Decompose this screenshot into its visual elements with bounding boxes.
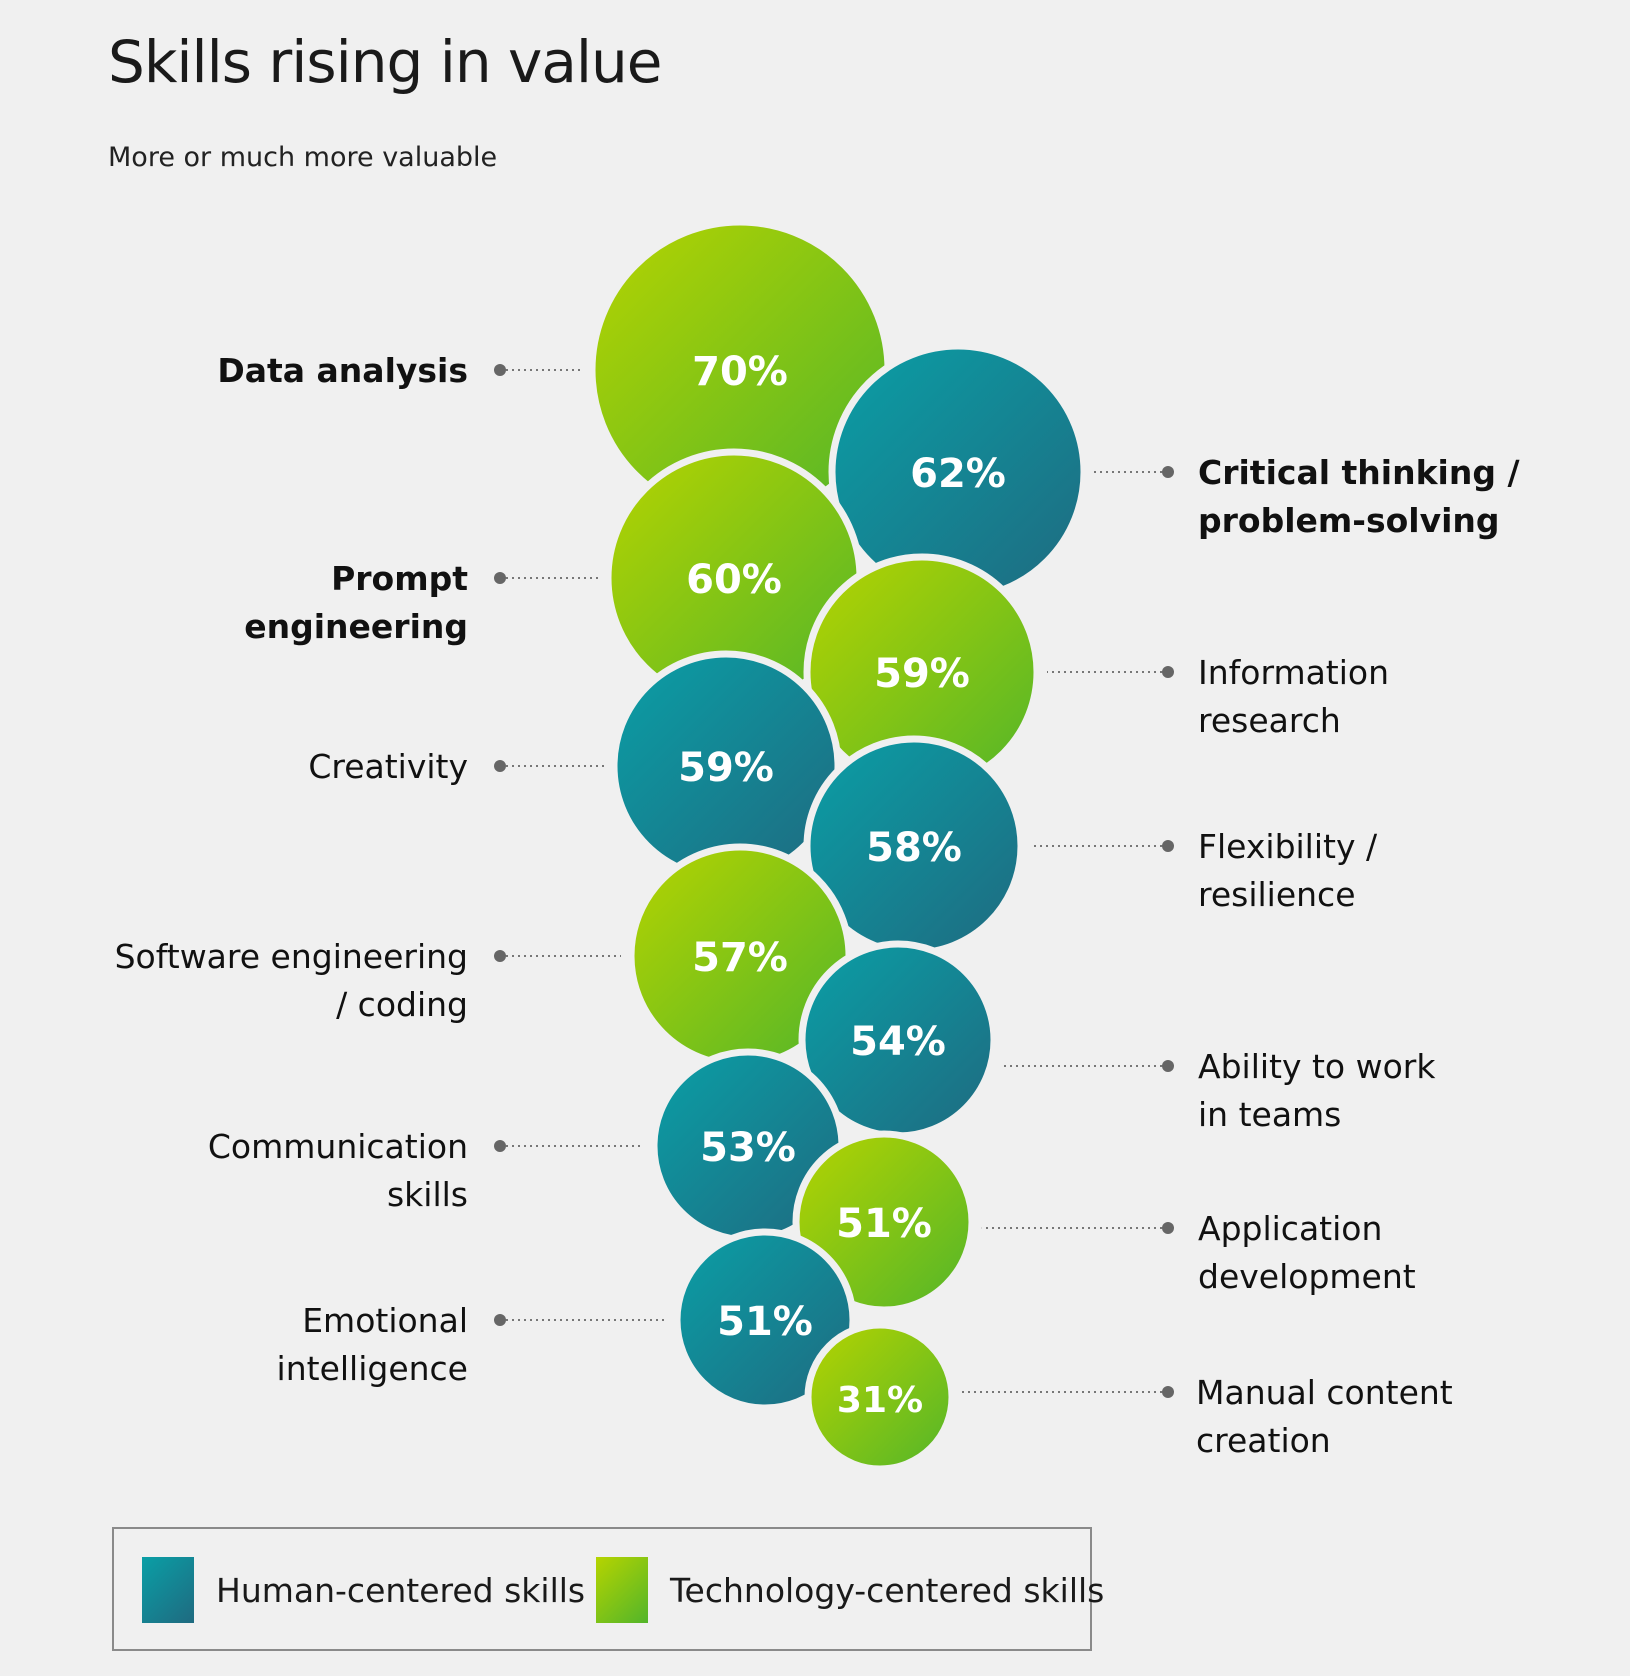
- leader-dot-application-development: [1162, 1222, 1174, 1234]
- legend: Human-centered skills Technology-centere…: [112, 1527, 1104, 1651]
- leader-dot-software-engineering-coding: [494, 950, 506, 962]
- category-label-data-analysis: Data analysis: [217, 351, 468, 390]
- leader-dot-data-analysis: [494, 364, 506, 376]
- bubble-manual-content-creation: [804, 1321, 956, 1473]
- bubble-value-communication-skills: 53%: [700, 1125, 796, 1171]
- bubble-value-application-development: 51%: [836, 1201, 932, 1247]
- bubble-value-critical-thinking-problem-solving: 62%: [910, 451, 1006, 497]
- category-label-critical-thinking-problem-solving: Critical thinking / problem-solving: [1198, 453, 1520, 540]
- leader-dot-communication-skills: [494, 1140, 506, 1152]
- category-label-emotional-intelligence: Emotional intelligence: [277, 1301, 468, 1388]
- chart-subtitle: More or much more valuable: [108, 142, 498, 173]
- category-label-creativity: Creativity: [308, 747, 468, 786]
- legend-item-tech: Technology-centered skills: [596, 1557, 1104, 1623]
- leader-dot-emotional-intelligence: [494, 1314, 506, 1326]
- category-label-application-development: Application development: [1198, 1209, 1416, 1296]
- leader-dot-flexibility-resilience: [1162, 840, 1174, 852]
- legend-swatch-human: [142, 1557, 194, 1623]
- category-label-ability-to-work-in-teams: Ability to work in teams: [1198, 1047, 1436, 1134]
- leader-dot-information-research: [1162, 666, 1174, 678]
- bubble-value-ability-to-work-in-teams: 54%: [850, 1019, 946, 1065]
- bubble-emotional-intelligence: [673, 1228, 857, 1412]
- leader-dot-prompt-engineering: [494, 572, 506, 584]
- leader-dot-critical-thinking-problem-solving: [1162, 466, 1174, 478]
- bubble-application-development: [792, 1130, 976, 1314]
- category-label-communication-skills: Communication skills: [208, 1127, 468, 1214]
- category-label-software-engineering-coding: Software engineering / coding: [115, 937, 468, 1024]
- legend-swatch-tech: [596, 1557, 648, 1623]
- legend-label-human: Human-centered skills: [216, 1570, 586, 1610]
- category-label-manual-content-creation: Manual content creation: [1196, 1373, 1453, 1460]
- bubble-chart: 70% 62% 60% 59% 59% 58% 57% 54% 53% 51% 51% 31% Dat…: [114, 222, 1521, 1473]
- bubble-value-flexibility-resilience: 58%: [866, 825, 962, 871]
- leader-dot-ability-to-work-in-teams: [1162, 1060, 1174, 1072]
- leader-dot-creativity: [494, 760, 506, 772]
- bubble-value-software-engineering-coding: 57%: [692, 935, 788, 981]
- bubble-value-manual-content-creation: 31%: [837, 1380, 923, 1421]
- bubble-value-information-research: 59%: [874, 651, 970, 697]
- bubble-value-data-analysis: 70%: [692, 349, 788, 395]
- category-label-information-research: Information research: [1198, 653, 1389, 740]
- category-label-flexibility-resilience: Flexibility / resilience: [1198, 827, 1378, 914]
- category-label-prompt-engineering: Prompt engineering: [244, 559, 468, 646]
- legend-label-tech: Technology-centered skills: [670, 1570, 1105, 1610]
- chart-title: Skills rising in value: [108, 28, 662, 96]
- bubble-value-emotional-intelligence: 51%: [717, 1299, 813, 1345]
- bubble-value-creativity: 59%: [678, 745, 774, 791]
- legend-item-human: Human-centered skills: [142, 1557, 585, 1623]
- bubble-value-prompt-engineering: 60%: [686, 557, 782, 603]
- leader-dot-manual-content-creation: [1162, 1386, 1174, 1398]
